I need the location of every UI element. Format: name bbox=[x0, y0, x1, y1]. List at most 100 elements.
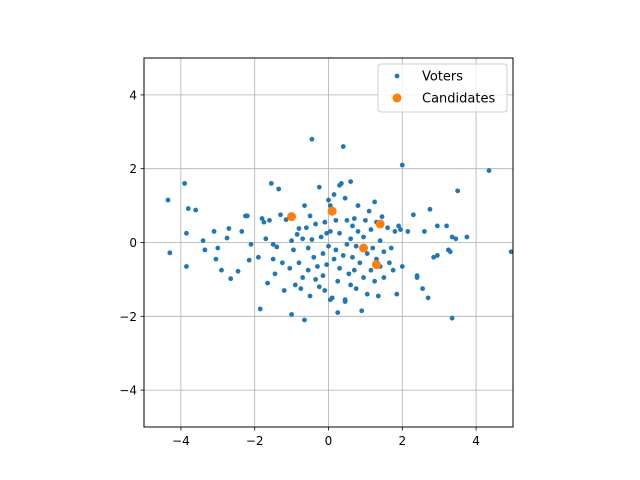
voter-point bbox=[364, 291, 370, 297]
voter-point bbox=[276, 186, 282, 192]
voter-point bbox=[235, 268, 241, 274]
voter-point bbox=[326, 243, 331, 249]
voter-point bbox=[486, 168, 492, 173]
voter-point bbox=[270, 256, 276, 262]
voter-point bbox=[340, 144, 346, 149]
voter-point bbox=[449, 315, 455, 321]
voter-point bbox=[213, 256, 219, 262]
voter-point bbox=[455, 188, 461, 194]
voter-point bbox=[348, 282, 354, 288]
voter-point bbox=[274, 244, 280, 250]
candidate-point bbox=[327, 206, 337, 216]
voter-point bbox=[246, 257, 252, 263]
voter-point bbox=[346, 271, 352, 277]
voter-point bbox=[322, 288, 328, 293]
legend-voters-label: Voters bbox=[422, 70, 463, 85]
candidates-series bbox=[287, 206, 385, 270]
voter-point bbox=[410, 212, 416, 218]
voter-point bbox=[239, 229, 245, 234]
voter-point bbox=[248, 241, 254, 247]
voter-point bbox=[372, 278, 378, 284]
y-tick-label-1: −2 bbox=[119, 310, 137, 324]
voter-point bbox=[425, 295, 431, 301]
voter-point bbox=[348, 236, 354, 242]
voter-point bbox=[320, 251, 326, 256]
voter-point bbox=[377, 238, 383, 244]
voter-point bbox=[165, 197, 171, 203]
x-tick-label-3: 2 bbox=[398, 434, 406, 448]
voter-point bbox=[255, 254, 261, 260]
voter-point bbox=[287, 265, 293, 271]
voter-point bbox=[292, 282, 298, 288]
voter-point bbox=[366, 208, 372, 214]
voter-point bbox=[431, 254, 437, 260]
voter-point bbox=[333, 217, 339, 223]
voter-point bbox=[257, 306, 263, 312]
voter-point bbox=[350, 223, 355, 229]
voter-point bbox=[368, 267, 374, 273]
voter-point bbox=[184, 264, 189, 269]
voter-point bbox=[193, 207, 199, 213]
voter-point bbox=[385, 225, 390, 231]
voter-point bbox=[361, 275, 366, 280]
voter-point bbox=[329, 295, 335, 301]
voter-point bbox=[335, 278, 341, 284]
voter-point bbox=[434, 253, 440, 258]
voter-point bbox=[226, 226, 232, 231]
voter-point bbox=[305, 267, 311, 273]
voter-point bbox=[307, 293, 313, 299]
voter-point bbox=[351, 267, 357, 273]
voter-point bbox=[335, 310, 341, 316]
voter-point bbox=[309, 136, 315, 142]
voter-point bbox=[379, 214, 385, 220]
voter-point bbox=[381, 249, 387, 255]
voter-point bbox=[392, 229, 398, 234]
voter-point bbox=[268, 181, 274, 186]
voter-point bbox=[364, 251, 370, 256]
voter-point bbox=[337, 230, 342, 236]
voter-point bbox=[270, 241, 276, 247]
voter-point bbox=[342, 195, 348, 201]
voter-point bbox=[315, 264, 320, 269]
y-tick-label-0: −4 bbox=[119, 384, 137, 398]
voter-point bbox=[224, 235, 230, 241]
voter-point bbox=[368, 227, 374, 232]
voter-point bbox=[307, 213, 313, 219]
x-tick-label-1: −2 bbox=[246, 434, 264, 448]
voter-point bbox=[296, 260, 302, 266]
voter-point bbox=[348, 179, 354, 185]
voter-point bbox=[281, 288, 287, 293]
voter-point bbox=[361, 234, 366, 240]
voter-point bbox=[272, 271, 278, 277]
y-tick-label-4: 4 bbox=[129, 88, 137, 102]
voter-point bbox=[414, 275, 420, 280]
x-tick-label-4: 4 bbox=[472, 434, 480, 448]
voter-point bbox=[351, 216, 357, 221]
voter-point bbox=[316, 284, 322, 290]
voter-point bbox=[394, 291, 400, 297]
voter-point bbox=[420, 286, 425, 292]
x-tick-label-0: −4 bbox=[172, 434, 190, 448]
voter-point bbox=[261, 219, 267, 225]
voter-point bbox=[344, 241, 350, 247]
voter-point bbox=[388, 245, 394, 251]
voter-point bbox=[296, 226, 302, 231]
voter-point bbox=[449, 234, 455, 240]
voter-point bbox=[353, 286, 359, 292]
voters-series bbox=[165, 136, 514, 323]
voter-point bbox=[444, 223, 449, 229]
x-tick-label-2: 0 bbox=[325, 434, 333, 448]
voter-point bbox=[370, 245, 376, 251]
voter-point bbox=[464, 234, 470, 240]
candidate-point bbox=[371, 260, 381, 270]
voter-point bbox=[305, 245, 311, 251]
voter-point bbox=[324, 230, 330, 236]
voter-point bbox=[355, 203, 361, 209]
candidate-point bbox=[375, 219, 385, 229]
voter-point bbox=[302, 317, 307, 323]
legend: Voters Candidates bbox=[377, 63, 508, 113]
voter-point bbox=[372, 199, 378, 205]
voter-point bbox=[265, 280, 271, 286]
voter-point bbox=[399, 162, 405, 168]
voter-point bbox=[381, 275, 387, 280]
